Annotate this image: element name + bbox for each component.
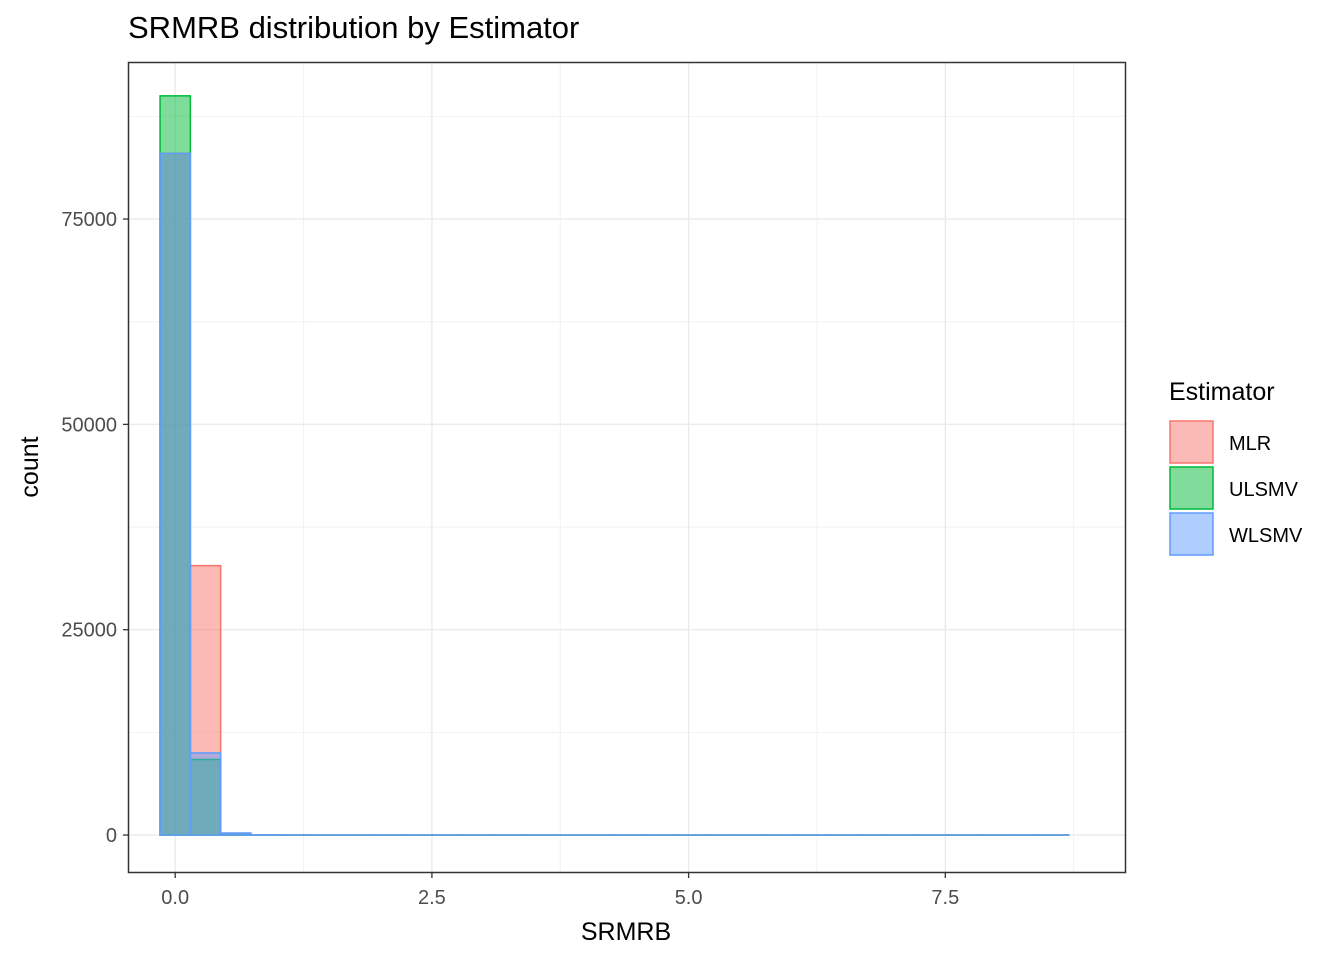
legend-label: WLSMV [1229, 525, 1303, 547]
legend-label: MLR [1229, 433, 1271, 455]
legend-swatch [1169, 466, 1214, 510]
legend-item-ulsmv: ULSMV [1169, 466, 1299, 510]
legend-item-wlsmv: WLSMV [1169, 512, 1303, 556]
y-tick-label: 75000 [61, 209, 117, 231]
legend-title: Estimator [1169, 378, 1275, 406]
bar-wlsmv [159, 152, 192, 836]
histogram-bars [159, 95, 1070, 836]
major-gridlines [129, 63, 1125, 872]
x-axis: 0.0 2.5 5.0 7.5 [161, 872, 959, 909]
x-tick-label: 5.0 [675, 887, 703, 909]
bar-wlsmv [219, 832, 252, 836]
plot-panel-border [127, 61, 1127, 874]
bar-wlsmv [189, 752, 222, 836]
legend-item-mlr: MLR [1169, 420, 1271, 464]
x-tick-label: 2.5 [418, 887, 446, 909]
series-wlsmv [159, 152, 1070, 836]
x-tick-label: 0.0 [161, 887, 189, 909]
y-axis: 0 25000 50000 75000 [61, 209, 129, 847]
y-tick-label: 25000 [61, 620, 117, 642]
chart-title: SRMRB distribution by Estimator [128, 10, 580, 45]
minor-gridlines [129, 63, 1125, 872]
legend-label: ULSMV [1229, 479, 1299, 501]
x-axis-title: SRMRB [581, 918, 671, 946]
y-tick-label: 0 [106, 825, 117, 847]
legend-swatch [1169, 512, 1214, 556]
series-ulsmv [159, 95, 1070, 836]
legend: Estimator MLR ULSMV WLSMV [1169, 378, 1303, 556]
legend-swatch [1169, 420, 1214, 464]
y-axis-title: count [16, 436, 44, 497]
y-tick-label: 50000 [61, 414, 117, 436]
x-tick-label: 7.5 [931, 887, 959, 909]
